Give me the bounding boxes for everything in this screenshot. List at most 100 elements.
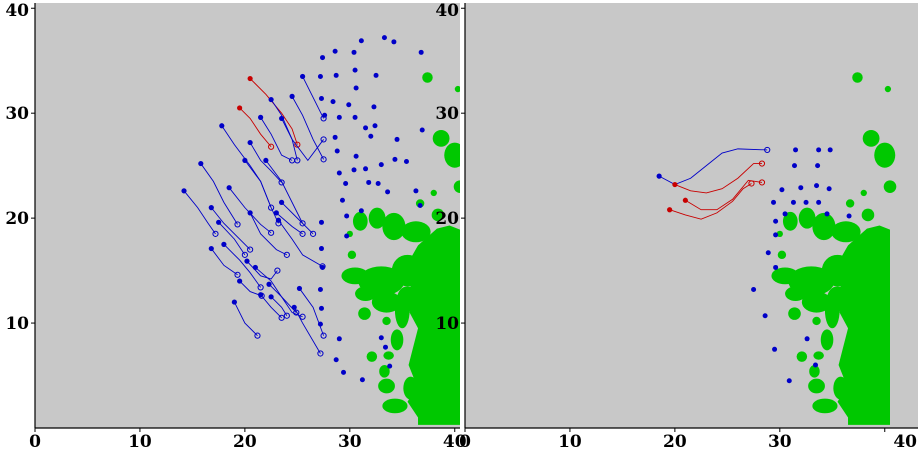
agent-point <box>814 183 820 189</box>
agent-point <box>358 208 364 214</box>
agent-point <box>318 95 324 101</box>
agent-point <box>344 213 350 219</box>
land-patch <box>431 208 445 222</box>
trajectory-end-point <box>258 292 265 299</box>
land-patch <box>821 254 854 287</box>
agent-point <box>332 48 338 54</box>
y-tick-label: 30 <box>435 104 459 124</box>
x-tick-label: 0 <box>29 432 41 452</box>
trajectory-line <box>265 160 303 224</box>
trajectory-start-point <box>181 188 187 194</box>
agent-point <box>351 167 357 173</box>
land-patch <box>383 351 394 360</box>
agent-point <box>333 357 339 363</box>
trajectory-end-point <box>234 221 241 228</box>
trajectory-start-point <box>268 96 274 103</box>
land-patch <box>382 398 408 414</box>
land-patch <box>788 307 801 320</box>
trajectory-start-point <box>244 258 250 264</box>
trajectory-start-point <box>299 73 306 80</box>
trajectory-line <box>233 301 258 336</box>
x-tick-label: 30 <box>768 432 792 452</box>
agent-point <box>318 246 324 252</box>
land-patch <box>782 211 798 231</box>
agent-point <box>372 123 378 129</box>
trajectory-start-point <box>219 123 225 129</box>
agent-point <box>352 114 358 120</box>
agent-point <box>366 179 372 185</box>
trajectory-line <box>281 202 314 235</box>
trajectory-line <box>249 142 282 183</box>
agent-point <box>816 147 822 153</box>
agent-point <box>333 72 339 78</box>
trajectory-start-point <box>208 205 214 211</box>
land-patch <box>845 199 855 208</box>
agent-point <box>786 378 792 384</box>
trajectory-line <box>239 107 272 148</box>
agent-point <box>343 180 349 186</box>
trajectory-start-point <box>672 181 678 188</box>
x-tick-label: 20 <box>663 432 687 452</box>
trajectory-start-point <box>237 105 243 111</box>
trajectory-line <box>281 118 324 162</box>
agent-point <box>417 203 423 209</box>
trajectory-end-point <box>320 136 327 143</box>
trajectory-end-point <box>283 312 290 319</box>
trajectory-end-point <box>234 271 241 278</box>
trajectory-end-point <box>758 160 766 167</box>
trajectory-line <box>302 76 324 119</box>
trajectory-start-point <box>198 160 204 167</box>
x-tick-label: 40 <box>893 432 917 452</box>
agent-point <box>317 321 323 327</box>
trajectory-end-point <box>274 267 281 274</box>
trajectory-line <box>210 248 238 276</box>
trajectory-line <box>270 99 298 161</box>
land-patch <box>394 292 410 329</box>
land-patch <box>403 376 419 400</box>
land-patch <box>390 329 404 351</box>
trajectory-line <box>260 117 293 161</box>
trajectory-end-point <box>241 251 248 258</box>
trajectory-start-point <box>266 281 272 287</box>
trajectory-start-point <box>682 197 688 203</box>
trajectory-line <box>200 163 238 225</box>
agent-point <box>344 233 350 239</box>
agent-point <box>346 102 352 108</box>
agent-point <box>790 199 796 205</box>
left-panel: 0 10 20 30 40 10 20 30 40 <box>5 1 466 452</box>
x-tick-label: 10 <box>128 432 152 452</box>
land-patch <box>813 351 824 360</box>
trajectory-end-point <box>257 284 264 291</box>
land-patch <box>809 365 820 378</box>
agent-point <box>394 136 400 142</box>
trajectory-start-point <box>275 217 282 223</box>
plot-area <box>656 72 897 425</box>
trajectory-start-point <box>656 173 662 179</box>
trajectory-end-point <box>320 156 327 163</box>
land-patch <box>453 180 460 193</box>
land-patch <box>432 129 450 147</box>
trajectory-end-point <box>288 157 296 164</box>
land-patch <box>798 207 816 229</box>
agent-point <box>798 185 804 191</box>
agent-point <box>336 336 342 342</box>
agent-point <box>353 153 359 159</box>
trajectory-line <box>276 212 303 235</box>
agent-point <box>341 369 347 375</box>
agent-point <box>419 127 425 133</box>
land-patch <box>808 378 825 394</box>
land-patch <box>861 208 875 222</box>
trajectory-end-point <box>299 220 306 227</box>
trajectory-end-point <box>299 230 306 237</box>
land-patch <box>824 292 840 329</box>
agent-point <box>773 218 779 224</box>
land-patch <box>366 351 378 362</box>
agent-point <box>381 35 387 41</box>
trajectory-line <box>228 187 272 234</box>
trajectory-line <box>278 219 323 267</box>
trajectory-end-point <box>309 230 317 237</box>
trajectory-start-point <box>289 93 295 99</box>
trajectory-end-point <box>212 230 219 237</box>
trajectory-start-point <box>231 299 237 305</box>
land-patch <box>454 85 460 93</box>
